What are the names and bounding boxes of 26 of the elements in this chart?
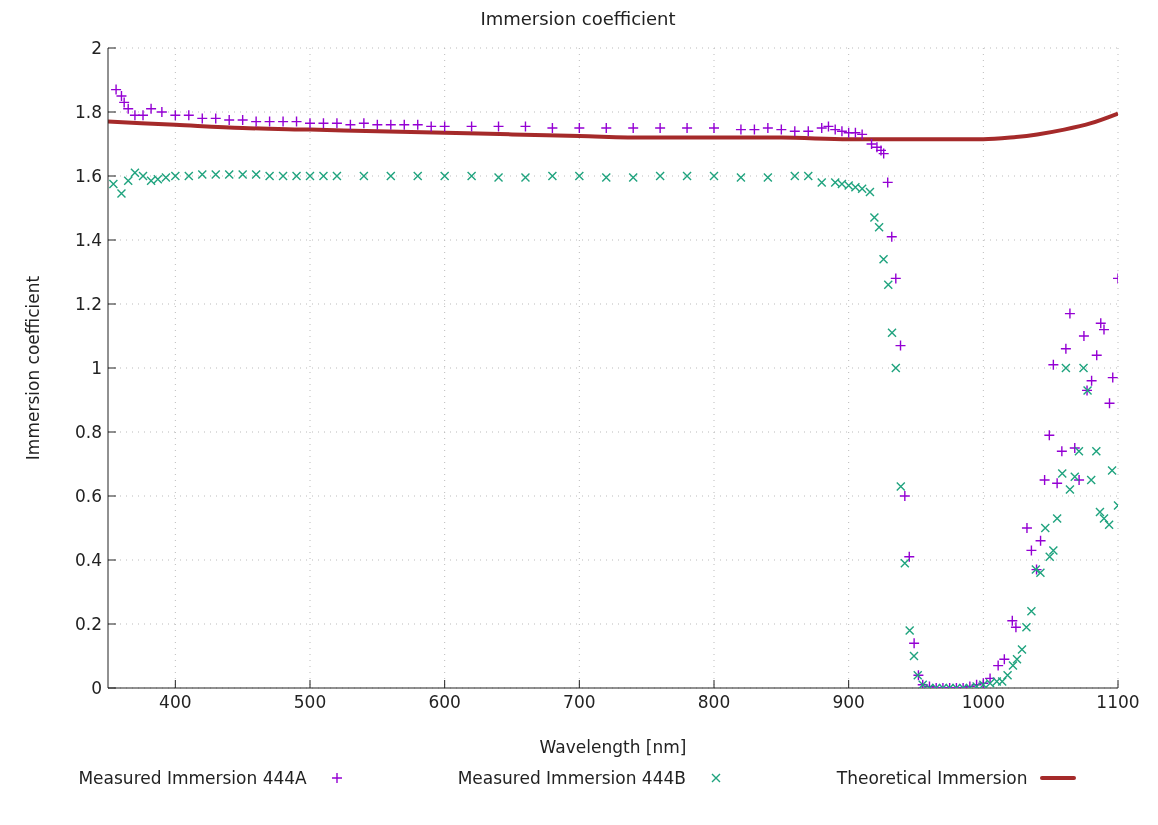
y-tick-label: 1 bbox=[91, 358, 102, 379]
y-tick-label: 1.6 bbox=[74, 166, 102, 187]
y-tick-label: 1.2 bbox=[74, 294, 102, 315]
x-tick-label: 500 bbox=[293, 692, 327, 713]
legend-label: Measured Immersion 444B bbox=[457, 768, 686, 788]
x-tick-label: 800 bbox=[697, 692, 731, 713]
y-tick-label: 0.6 bbox=[74, 486, 102, 507]
x-tick-label: 600 bbox=[428, 692, 461, 713]
y-tick-label: 0 bbox=[91, 678, 102, 699]
chart-title: Immersion coefficient bbox=[479, 8, 677, 31]
y-tick-label: 1.4 bbox=[74, 230, 102, 251]
y-axis-title: Immersion coefficient bbox=[23, 275, 44, 461]
y-tick-label: 1.8 bbox=[74, 102, 102, 123]
x-tick-label: 900 bbox=[832, 692, 865, 713]
x-tick-label: 1100 bbox=[1096, 692, 1140, 713]
x-tick-label: 400 bbox=[159, 692, 192, 713]
line-series bbox=[108, 111, 1118, 142]
y-tick-label: 0.4 bbox=[74, 550, 102, 571]
x-tick-label: 700 bbox=[563, 692, 596, 713]
y-tick-label: 0.8 bbox=[74, 422, 102, 443]
legend-label: Theoretical Immersion bbox=[836, 768, 1028, 788]
x-tick-label: 1000 bbox=[961, 692, 1005, 713]
legend-label: Measured Immersion 444A bbox=[78, 768, 307, 788]
x-axis-title: Wavelength [nm] bbox=[539, 737, 687, 757]
y-tick-label: 0.2 bbox=[74, 614, 102, 635]
y-tick-label: 2 bbox=[91, 38, 102, 59]
